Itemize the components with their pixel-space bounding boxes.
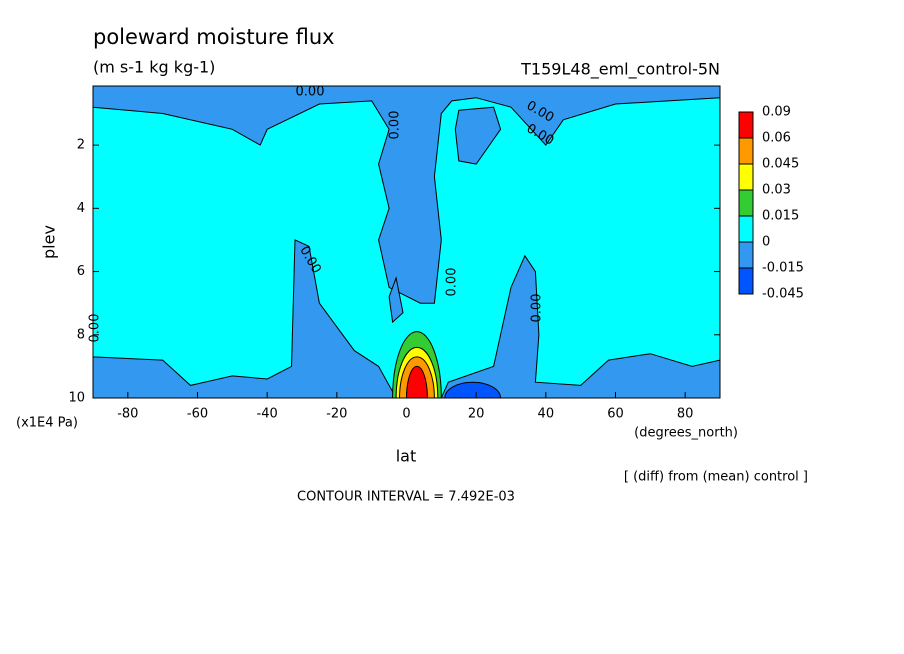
- y-tick-label: 2: [77, 138, 85, 153]
- contour-fill: [440, 254, 720, 398]
- contour-fill: [454, 106, 502, 165]
- colorbar-swatch: [738, 241, 754, 269]
- colorbar-label: 0.045: [762, 157, 799, 172]
- x-tick-label: -40: [257, 407, 278, 422]
- plot-area: [93, 86, 720, 398]
- contour-fill: [93, 86, 720, 304]
- colorbar-label: 0.03: [762, 183, 791, 198]
- y-tick-label: 4: [77, 201, 85, 216]
- y-tick-label: 10: [68, 391, 85, 406]
- colorbar-swatch: [738, 189, 754, 217]
- x-tick-label: -20: [326, 407, 347, 422]
- contour-label: 0.00: [530, 294, 545, 323]
- x-tick-label: 0: [402, 407, 410, 422]
- x-tick-label: 80: [677, 407, 694, 422]
- y-axis-units: (x1E4 Pa): [16, 416, 78, 431]
- contour-label: 0.00: [445, 268, 460, 297]
- contour-label: 0.00: [88, 314, 103, 343]
- x-tick-label: -80: [117, 407, 138, 422]
- x-tick-label: -60: [187, 407, 208, 422]
- contour-label: 0.00: [296, 85, 325, 100]
- x-axis-units: (degrees_north): [634, 426, 738, 441]
- colorbar-swatch: [738, 111, 754, 139]
- chart-subtitle: (m s-1 kg kg-1): [93, 58, 215, 77]
- x-tick-label: 60: [607, 407, 624, 422]
- colorbar-swatch: [738, 267, 754, 295]
- contour-interval: CONTOUR INTERVAL = 7.492E-03: [297, 490, 515, 505]
- colorbar-swatch: [738, 215, 754, 243]
- colorbar-label: -0.015: [762, 261, 804, 276]
- note: [ (diff) from (mean) control ]: [624, 470, 808, 485]
- colorbar-label: 0.015: [762, 209, 799, 224]
- x-tick-label: 40: [538, 407, 555, 422]
- y-axis-label: plev: [40, 225, 59, 259]
- colorbar-swatch: [738, 137, 754, 165]
- colorbar-label: -0.045: [762, 287, 804, 302]
- x-tick-label: 20: [468, 407, 485, 422]
- colorbar-swatch: [738, 163, 754, 191]
- y-tick-label: 6: [77, 264, 85, 279]
- chart-title: poleward moisture flux: [93, 25, 335, 49]
- contour-label: 0.00: [388, 111, 403, 140]
- contour-fill: [388, 276, 404, 324]
- y-tick-label: 8: [77, 327, 85, 342]
- contour-fill: [406, 365, 428, 398]
- colorbar-label: 0.09: [762, 105, 791, 120]
- x-axis-label: lat: [396, 447, 417, 466]
- colorbar-label: 0.06: [762, 131, 791, 146]
- dataset-label: T159L48_eml_control-5N: [520, 60, 720, 80]
- colorbar-label: 0: [762, 235, 770, 250]
